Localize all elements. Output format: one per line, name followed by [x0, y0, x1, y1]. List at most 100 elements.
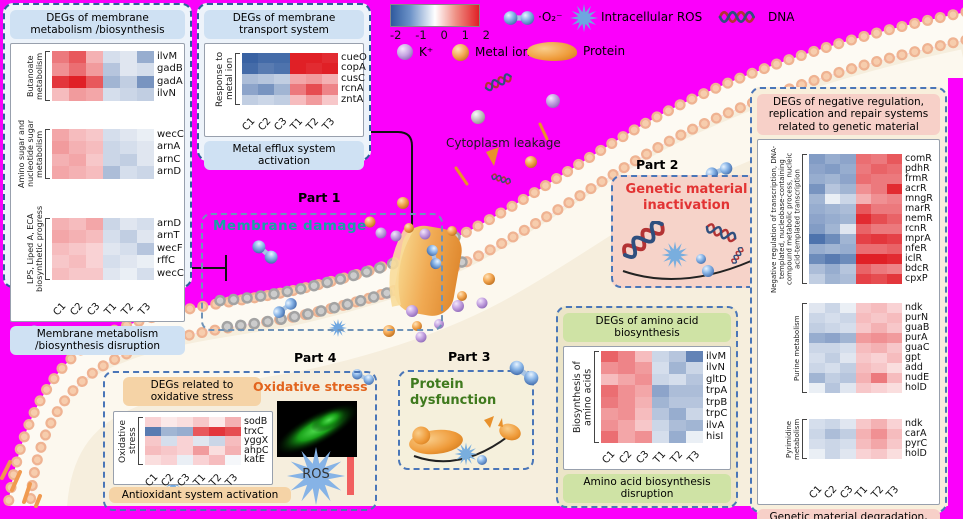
- heatmap-cell: [871, 154, 887, 165]
- heatmap-cell: [824, 194, 840, 205]
- heatmap-cell: [258, 73, 274, 84]
- heatmap-cell: [809, 419, 825, 430]
- heatmap-cell: [86, 267, 103, 280]
- superoxide-icon: [503, 11, 535, 25]
- group-bracket: [802, 154, 807, 285]
- heatmap-cell: [886, 234, 902, 245]
- gene-label: ahpC: [244, 444, 269, 456]
- part2-box: Genetic material inactivation: [611, 175, 762, 288]
- heatmap-cell: [840, 383, 856, 394]
- heatmap-grid: [809, 154, 902, 285]
- heatmap-cell: [840, 194, 856, 205]
- gene-label: pdhR: [905, 163, 930, 175]
- gene-label: guaC: [905, 342, 930, 354]
- heatmap-cell: [225, 417, 241, 427]
- group-bracket: [802, 419, 807, 460]
- heatmap-cell: [840, 154, 856, 165]
- panel-header: DEGs of amino acid biosynthesis: [563, 313, 731, 342]
- heatmap-cell: [855, 363, 871, 374]
- heatmap-cell: [242, 94, 258, 105]
- heatmap-cell: [69, 242, 86, 255]
- heatmap-cell: [669, 373, 686, 386]
- heatmap-cell: [193, 455, 209, 465]
- heatmap-group-label: Amino sugar and nucleotide sugar metabol…: [17, 119, 45, 188]
- heatmap-cell: [635, 385, 652, 397]
- heatmap-cell: [137, 141, 154, 154]
- heatmap-cell: [840, 254, 856, 265]
- x-tick-label: T1: [651, 448, 668, 466]
- heatmap-cell: [120, 166, 137, 179]
- heatmap-cell: [886, 154, 902, 165]
- heatmap-cell: [840, 244, 856, 255]
- heatmap-cell: [120, 88, 137, 101]
- colorbar-tick: 0: [440, 28, 448, 42]
- heatmap-cell: [686, 396, 703, 409]
- heatmap-cell: [886, 313, 902, 324]
- part4-title: Oxidative stress: [253, 379, 368, 394]
- heatmap-cell: [824, 419, 840, 430]
- heatmap-cell: [274, 73, 290, 84]
- heatmap-cell: [635, 408, 652, 420]
- heatmap-cell: [306, 73, 322, 84]
- heatmap-cell: [137, 267, 154, 280]
- heatmap-cell: [258, 52, 274, 63]
- heatmap-cell: [886, 164, 902, 175]
- heatmap-cell: [306, 94, 322, 105]
- heatmap-cell: [306, 52, 322, 63]
- protein-damage-illustration: [409, 416, 521, 466]
- heatmap-cell: [225, 455, 241, 465]
- heatmap-cell: [209, 426, 225, 437]
- heatmap-cell: [322, 63, 338, 74]
- heatmap-cell: [52, 230, 69, 243]
- heatmap-cell: [103, 88, 120, 101]
- heatmap-cell: [824, 373, 840, 384]
- heatmap-cell: [855, 184, 871, 195]
- heatmap-cell: [145, 417, 161, 427]
- heatmap-cell: [69, 267, 86, 280]
- heatmap-cell: [686, 373, 703, 386]
- gene-label: gpt: [905, 352, 921, 364]
- legend-label-protein: Protein: [583, 44, 626, 58]
- heatmap-cell: [871, 333, 887, 344]
- colorbar-tick: -1: [415, 28, 427, 42]
- heatmap-cell: [855, 254, 871, 265]
- heatmap-cell: [322, 73, 338, 84]
- heatmap-cell: [137, 128, 154, 142]
- heatmap-cell: [669, 419, 686, 432]
- x-tick-label: T3: [884, 484, 902, 501]
- heatmap-cell: [886, 204, 902, 215]
- gene-label: wecC: [157, 267, 184, 279]
- dna-icon: [704, 221, 739, 244]
- gene-label: trpC: [706, 408, 728, 420]
- heatmap-grid: [601, 350, 703, 443]
- heatmap-cell: [809, 254, 825, 265]
- heatmap-cell: [225, 445, 241, 456]
- heatmap-cell: [886, 383, 902, 394]
- gene-label: gadA: [157, 75, 183, 87]
- heatmap-cell: [635, 419, 652, 432]
- heatmap-cell: [635, 431, 652, 443]
- heatmap-cell: [86, 50, 103, 64]
- heatmap-cell: [886, 194, 902, 205]
- heatmap-cell: [601, 431, 618, 443]
- panel-amino-acid: DEGs of amino acid biosynthesis Biosynth…: [556, 306, 738, 508]
- o2-molecule-icon: [506, 357, 542, 389]
- heatmap-cell: [824, 363, 840, 374]
- heatmap-cell: [871, 343, 887, 354]
- heatmap-cell: [886, 254, 902, 265]
- gene-label: holD: [905, 382, 927, 394]
- gene-label: wecC: [157, 128, 184, 140]
- heatmap-cell: [840, 174, 856, 185]
- heatmap-cell: [177, 455, 193, 465]
- heatmap-cell: [618, 385, 635, 397]
- part4-label: Part 4: [294, 350, 337, 365]
- heatmap-cell: [809, 214, 825, 225]
- heatmap-cell: [209, 436, 225, 446]
- heatmap-cell: [290, 52, 306, 63]
- gene-label: nemR: [905, 213, 933, 225]
- gene-label: rcnR: [905, 223, 927, 235]
- heatmap-cell: [669, 350, 686, 363]
- panel-footer: Amino acid biosynthesis disruption: [563, 473, 731, 503]
- heatmap-cell: [618, 373, 635, 386]
- heatmap-cell: [886, 333, 902, 344]
